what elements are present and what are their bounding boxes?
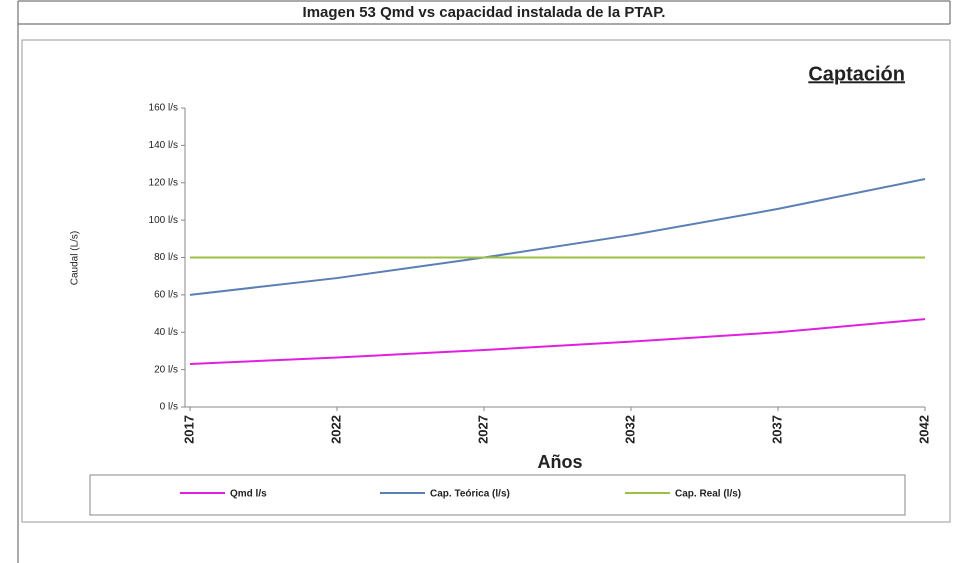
caption: Imagen 53 Qmd vs capacidad instalada de … xyxy=(303,4,666,21)
y-axis-label: Caudal (L/s) xyxy=(70,231,81,285)
x-tick-label: 2017 xyxy=(181,415,196,444)
x-tick-label: 2027 xyxy=(475,415,490,444)
y-tick-label: 60 l/s xyxy=(154,290,178,301)
y-tick-label: 160 l/s xyxy=(149,103,178,114)
y-tick-label: 140 l/s xyxy=(149,140,178,151)
series-line xyxy=(189,318,926,366)
legend-label: Qmd l/s xyxy=(230,489,267,500)
x-tick-label: 2022 xyxy=(328,415,343,444)
y-tick-label: 80 l/s xyxy=(154,252,178,263)
y-tick-label: 20 l/s xyxy=(154,364,178,375)
x-axis-label: Años xyxy=(538,452,583,472)
y-tick-label: 120 l/s xyxy=(149,177,178,188)
legend-box xyxy=(89,474,906,516)
y-tick-label: 40 l/s xyxy=(154,327,178,338)
x-tick-label: 2042 xyxy=(916,415,931,444)
legend-label: Cap. Real (l/s) xyxy=(675,489,741,500)
x-tick-label: 2032 xyxy=(622,415,637,444)
y-tick-label: 0 l/s xyxy=(160,402,178,413)
legend-label: Cap. Teórica (l/s) xyxy=(430,489,510,500)
chart-frame xyxy=(21,39,951,523)
y-tick-label: 100 l/s xyxy=(149,215,178,226)
series-line xyxy=(189,178,926,296)
chart-title: Captación xyxy=(808,63,905,85)
x-tick-label: 2037 xyxy=(769,415,784,444)
